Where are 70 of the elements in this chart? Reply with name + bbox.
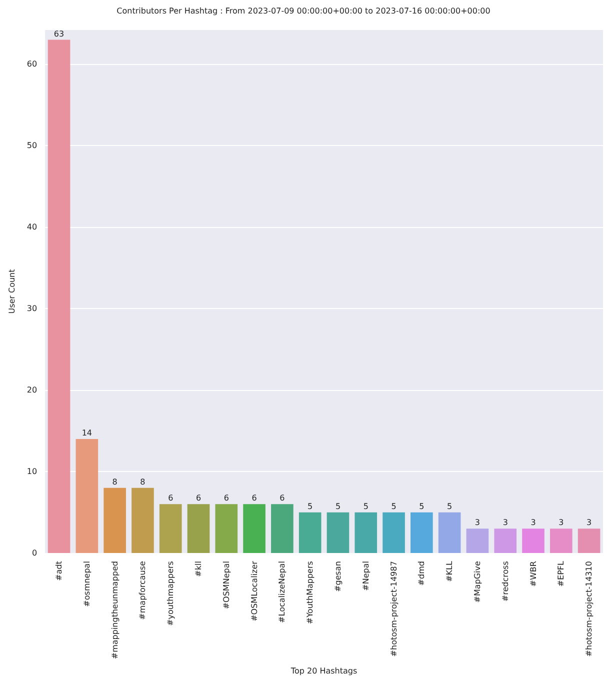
x-tick-label: #KLL bbox=[445, 560, 454, 582]
data-label: 5 bbox=[308, 502, 313, 511]
x-tick-label: #MapGive bbox=[472, 560, 482, 603]
x-tick-label: #hotosm-project-14310 bbox=[584, 561, 594, 657]
data-label: 6 bbox=[168, 494, 174, 503]
data-label: 3 bbox=[502, 518, 508, 528]
y-tick-label: 10 bbox=[26, 467, 38, 476]
y-axis-title: User Count bbox=[8, 269, 16, 314]
x-tick-label: #OSMNepal bbox=[222, 561, 231, 610]
data-label: 8 bbox=[140, 477, 146, 486]
data-label: 14 bbox=[82, 428, 92, 438]
bar bbox=[76, 438, 98, 554]
x-tick-label: #gesan bbox=[333, 561, 342, 592]
bar bbox=[243, 504, 266, 554]
bar bbox=[187, 504, 210, 554]
data-label: 3 bbox=[474, 518, 480, 528]
y-tick-label: 40 bbox=[26, 222, 38, 232]
bar bbox=[104, 488, 126, 554]
data-label: 63 bbox=[54, 29, 64, 38]
data-label: 5 bbox=[391, 502, 396, 511]
x-tick-label: #WBR bbox=[528, 560, 538, 587]
y-tick-label: 20 bbox=[26, 386, 38, 395]
data-label: 5 bbox=[335, 502, 341, 511]
bar bbox=[466, 528, 489, 554]
bar bbox=[159, 504, 182, 554]
data-label: 5 bbox=[363, 502, 368, 511]
data-label: 3 bbox=[530, 518, 536, 528]
chart-title: Contributors Per Hashtag : From 2023-07-09 00:00:00+00:00 to 2023-07-16 00:00:00+00:00 bbox=[116, 6, 490, 16]
x-tick-label: #LocalizeNepal bbox=[278, 561, 287, 623]
x-tick-label: #kll bbox=[194, 561, 204, 577]
bar bbox=[438, 512, 461, 554]
y-tick-label: 60 bbox=[26, 60, 38, 69]
x-tick-label: #dmd bbox=[417, 561, 426, 586]
bar bbox=[550, 528, 572, 554]
x-tick-label: #mapforcause bbox=[138, 560, 148, 620]
x-tick-label: #adt bbox=[54, 561, 64, 581]
x-tick-label: #YouthMappers bbox=[306, 561, 315, 624]
x-tick-label: #youthmappers bbox=[166, 561, 176, 626]
y-tick-label: 30 bbox=[26, 304, 38, 314]
data-label: 3 bbox=[558, 518, 564, 528]
bar bbox=[215, 504, 238, 554]
y-tick-label: 0 bbox=[32, 548, 38, 558]
y-tick-label: 50 bbox=[26, 141, 38, 150]
data-label: 5 bbox=[447, 502, 452, 511]
data-label: 6 bbox=[224, 494, 229, 503]
data-label: 5 bbox=[419, 502, 424, 511]
x-tick-label: #redcross bbox=[500, 561, 510, 602]
bar bbox=[410, 512, 433, 554]
bar bbox=[522, 528, 544, 554]
data-label: 6 bbox=[252, 494, 257, 503]
bar bbox=[578, 528, 600, 554]
bar bbox=[48, 40, 70, 554]
bar bbox=[298, 512, 322, 554]
data-label: 8 bbox=[112, 477, 118, 486]
x-tick-label: #mappingtheunmapped bbox=[110, 561, 120, 660]
x-tick-label: #hotosm-project-14987 bbox=[389, 561, 398, 657]
x-tick-label: #Nepal bbox=[361, 561, 370, 591]
x-tick-label: #OSMLocalizer bbox=[250, 560, 259, 622]
data-label: 6 bbox=[280, 494, 285, 503]
bar bbox=[326, 512, 350, 554]
x-axis-title: Top 20 Hashtags bbox=[290, 666, 358, 676]
bar bbox=[494, 528, 517, 554]
bar bbox=[382, 512, 405, 554]
data-label: 6 bbox=[196, 494, 202, 503]
bar bbox=[271, 504, 294, 554]
bar bbox=[132, 488, 154, 554]
bar bbox=[354, 512, 378, 554]
x-tick-label: #osmnepal bbox=[82, 561, 92, 607]
x-tick-label: #EPFL bbox=[556, 560, 566, 587]
data-label: 3 bbox=[586, 518, 592, 528]
